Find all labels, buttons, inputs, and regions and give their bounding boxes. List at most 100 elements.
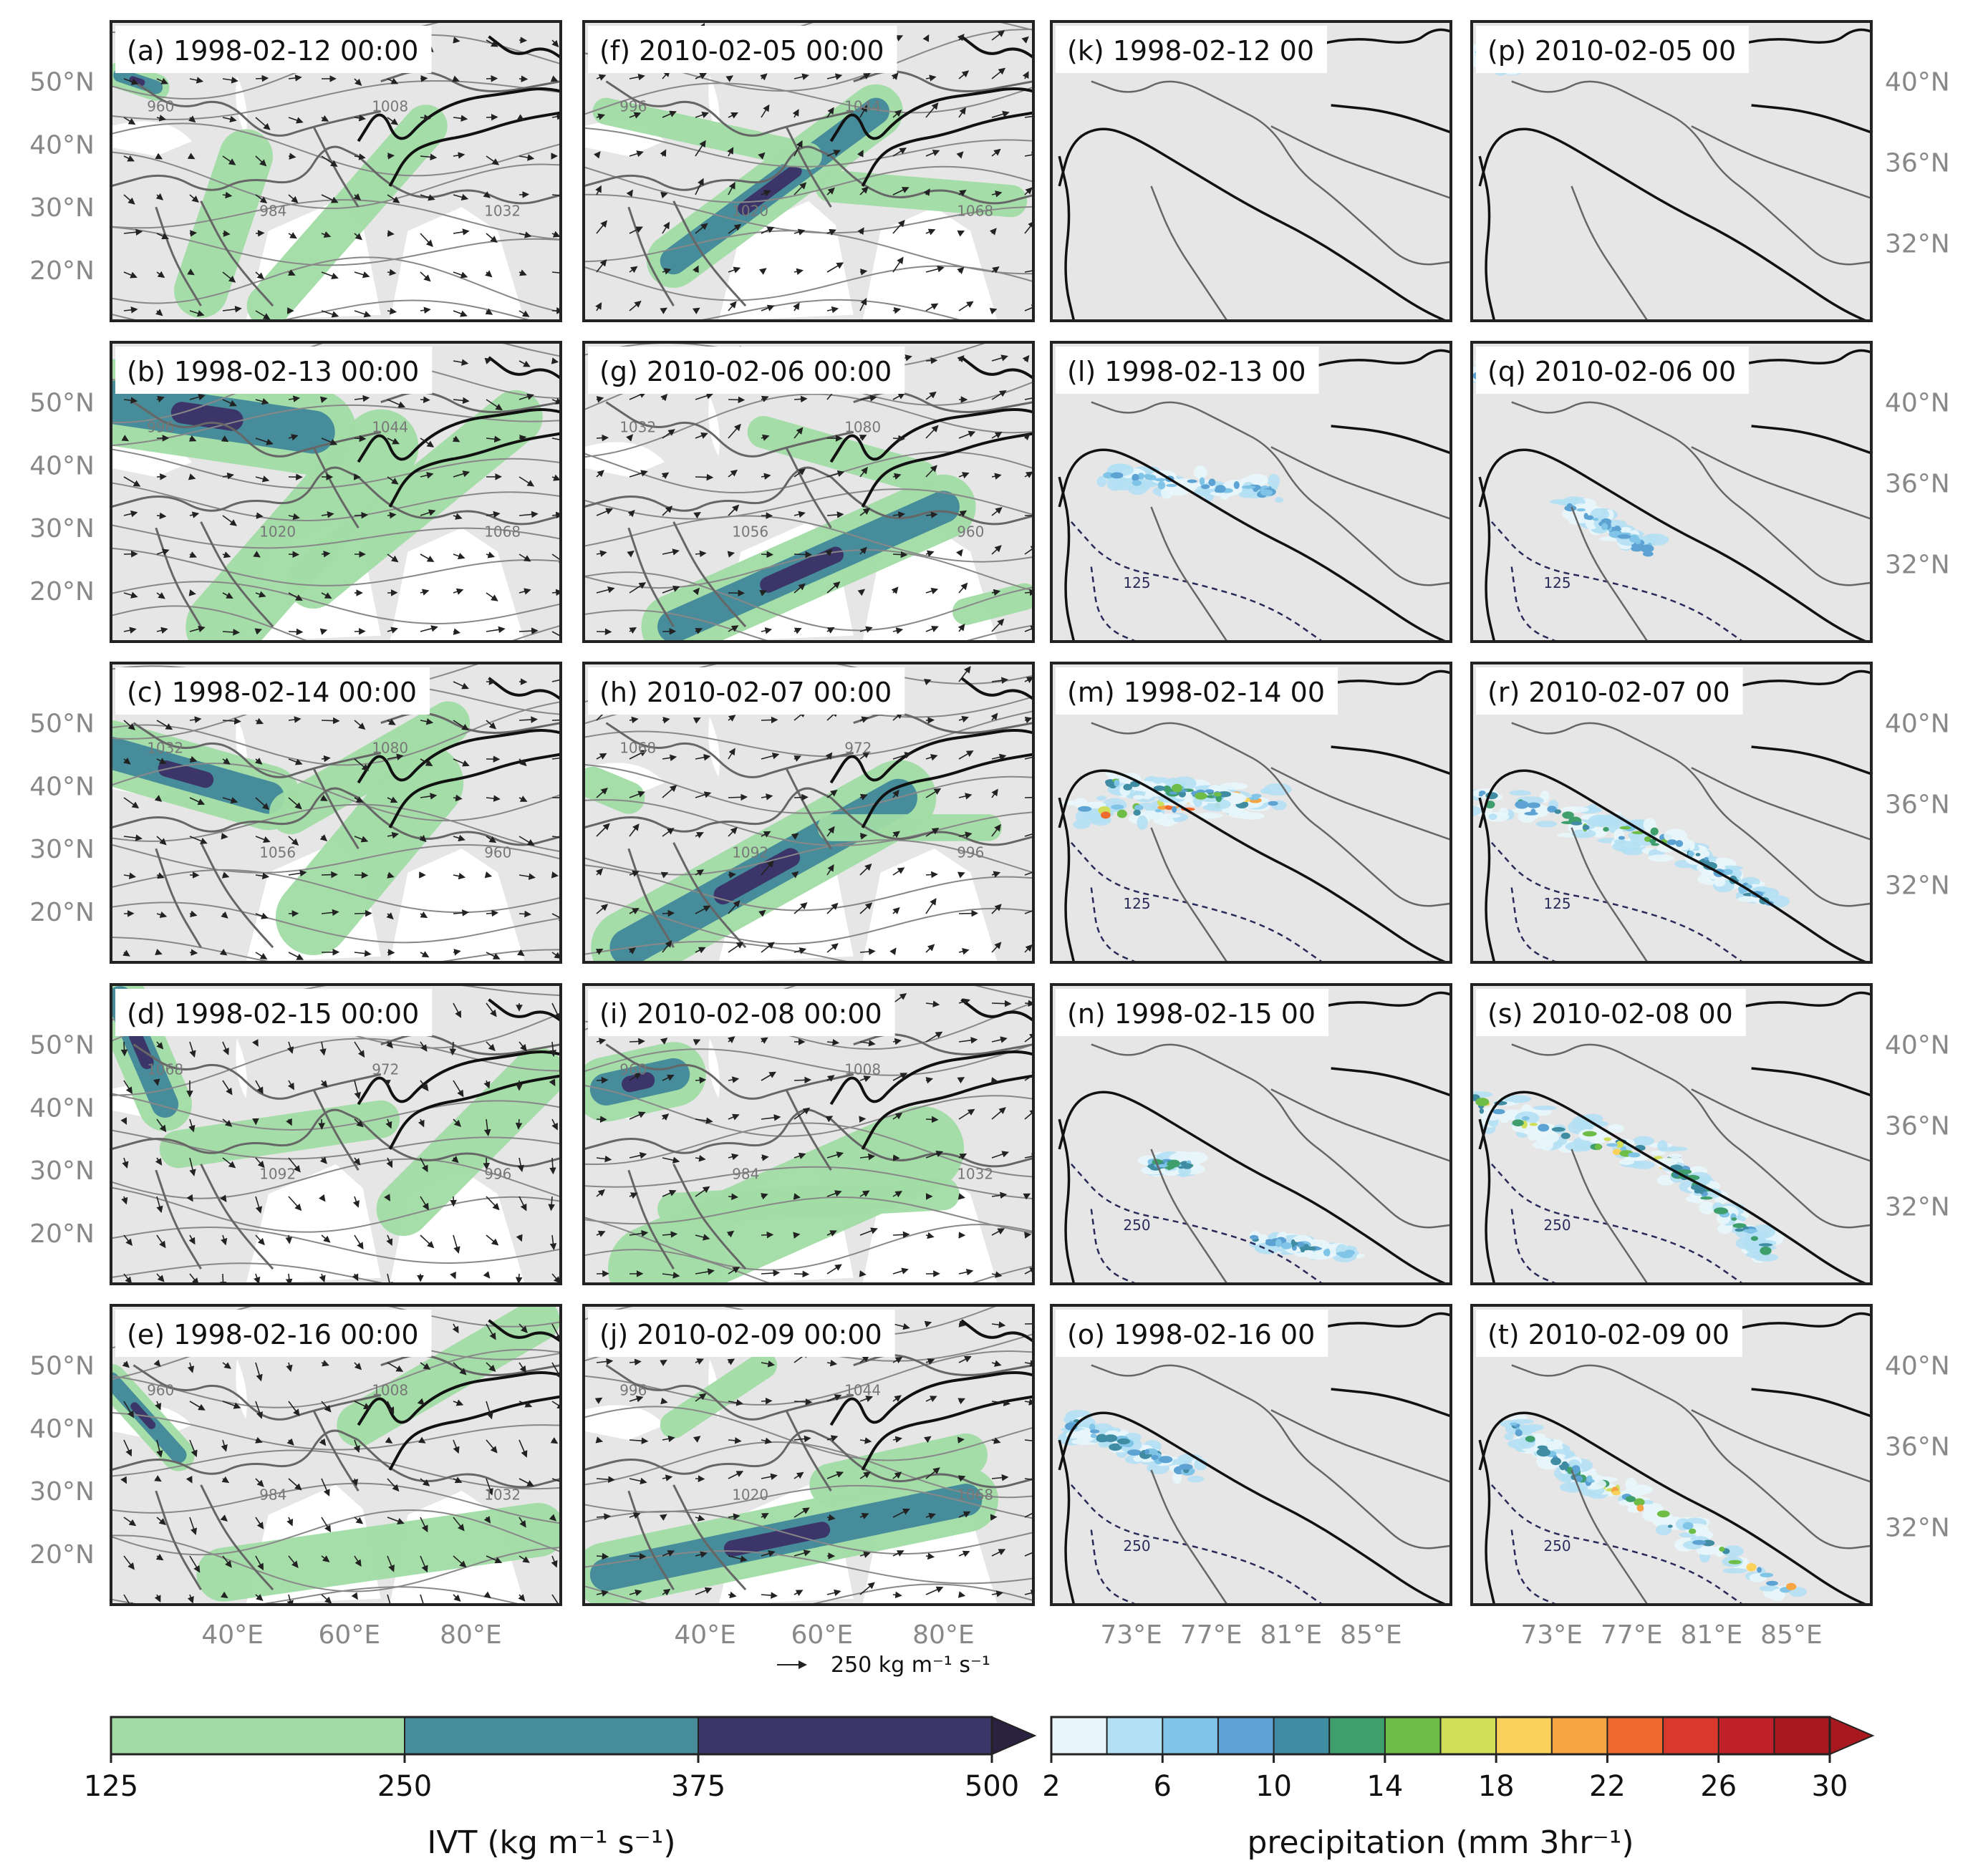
panel-label: (s) 2010-02-08 00 (1476, 989, 1746, 1036)
panel-frame (110, 20, 562, 322)
lat-tick-label: 40°N (29, 772, 95, 801)
lon-tick-label: 77°E (1180, 1620, 1243, 1650)
lat-tick-label: 20°N (29, 256, 95, 286)
lat-tick-label: 32°N (1885, 550, 1950, 579)
panel-label: (b) 1998-02-13 00:00 (115, 347, 433, 394)
map-panel-k: (k) 1998-02-12 00 (1050, 20, 1452, 322)
panel-label: (n) 1998-02-15 00 (1056, 989, 1329, 1036)
map-panel-d: 1068 1092 972 996 (d) 1998-02-15 00:00 (110, 983, 562, 1285)
ocean-caspian (236, 75, 247, 135)
colorbar-tick-label: 26 (1700, 1770, 1737, 1803)
lat-tick-label: 36°N (1885, 1112, 1950, 1141)
colorbar-label: IVT (kg m⁻¹ s⁻¹) (427, 1824, 675, 1861)
panel-label-text: (e) 1998-02-16 00:00 (127, 1319, 419, 1350)
map-panel-f: 996 1020 1044 1068 (f) 2010-02-05 00:00 (582, 20, 1035, 322)
panel-label-text: (a) 1998-02-12 00:00 (127, 35, 418, 67)
ocean-caspian (236, 1359, 247, 1419)
lon-tick-label: 80°E (440, 1620, 502, 1650)
map-panel-r: 125 (r) 2010-02-07 00 (1470, 662, 1873, 964)
isobar-label: 1008 (372, 97, 408, 115)
isobar-label: 1032 (484, 1486, 521, 1504)
lat-tick-label: 40°N (1885, 710, 1950, 739)
ocean-caspian (708, 1038, 720, 1098)
colorbar-tick-label: 500 (965, 1770, 1019, 1803)
lon-tick-label: 85°E (1340, 1620, 1402, 1650)
lat-tick-label: 50°N (29, 68, 95, 97)
panel-frame (582, 983, 1035, 1285)
colorbar-segment (698, 1716, 993, 1755)
isobar-label: 1032 (957, 1166, 993, 1183)
colorbar-segment (1273, 1716, 1331, 1755)
isobar-label: 1092 (732, 844, 768, 861)
panel-label-background (588, 1310, 895, 1357)
isobar-label: 996 (619, 1381, 647, 1398)
precip-contour-label: 250 (1543, 1217, 1571, 1234)
isobar-label: 1056 (732, 523, 768, 541)
colorbar-segment (1662, 1716, 1720, 1755)
panel-label: (k) 1998-02-12 00 (1056, 26, 1327, 73)
colorbar-tick-label: 250 (377, 1770, 432, 1803)
precip-contour-label: 125 (1123, 574, 1150, 591)
panel-label: (c) 1998-02-14 00:00 (115, 667, 430, 715)
lat-tick-label: 20°N (29, 898, 95, 927)
panel-label-background (1056, 989, 1329, 1036)
isobar-label: 960 (147, 97, 174, 115)
isobar-label: 1068 (147, 1060, 183, 1078)
lon-tick-label: 81°E (1260, 1620, 1323, 1650)
lon-tick-label: 40°E (201, 1620, 264, 1650)
precip-contour-label: 125 (1543, 574, 1571, 591)
panel-frame (1470, 983, 1873, 1285)
map-panel-n: 250 (n) 1998-02-15 00 (1050, 983, 1452, 1285)
lon-tick-label: 60°E (791, 1620, 854, 1650)
isobar-label: 984 (732, 1166, 759, 1183)
colorbar-label: precipitation (mm 3hr⁻¹) (1247, 1824, 1634, 1861)
lat-tick-label: 36°N (1885, 790, 1950, 820)
lat-tick-label: 32°N (1885, 871, 1950, 900)
panel-frame (1470, 1304, 1873, 1606)
isobar-label: 1032 (147, 739, 183, 756)
panel-label-text: (k) 1998-02-12 00 (1067, 35, 1314, 67)
lat-tick-label: 30°N (29, 514, 95, 543)
lat-tick-label: 40°N (1885, 1031, 1950, 1060)
isobar-label: 996 (619, 97, 647, 115)
map-panel-a: 960 984 1008 1032 (a) 1998-02-12 00:00 (110, 20, 562, 322)
colorbar-segment (1717, 1716, 1775, 1755)
panel-label: (i) 2010-02-08 00:00 (588, 989, 895, 1036)
colorbar-segment (1328, 1716, 1386, 1755)
map-panel-p: (p) 2010-02-05 00 (1470, 20, 1873, 322)
panel-label: (l) 1998-02-13 00 (1056, 347, 1319, 394)
panel-label-text: (t) 2010-02-09 00 (1487, 1319, 1729, 1350)
colorbar-segment (1550, 1716, 1608, 1755)
panel-frame (1050, 341, 1452, 643)
panel-label-background (1476, 1310, 1742, 1357)
lat-tick-label: 32°N (1885, 1513, 1950, 1542)
panel-frame (1050, 662, 1452, 964)
ocean-mediterranean (584, 442, 665, 478)
lat-tick-label: 36°N (1885, 149, 1950, 178)
lat-tick-label: 30°N (29, 835, 95, 864)
panel-label: (e) 1998-02-16 00:00 (115, 1310, 432, 1357)
axes-layer: 50°N 40°N 30°N 20°N 50°N 40°N 30°N 20°N 50°N 40°N… (29, 68, 1950, 1678)
panel-label: (j) 2010-02-09 00:00 (588, 1310, 895, 1357)
panel-frame (582, 662, 1035, 964)
panel-label: (a) 1998-02-12 00:00 (115, 26, 432, 73)
isobar-label: 1080 (372, 739, 408, 756)
map-panel-i: 960 984 1008 1032 (i) 2010-02-08 00:00 (582, 983, 1035, 1285)
lon-tick-label: 85°E (1760, 1620, 1823, 1650)
colorbar-segment (1162, 1716, 1220, 1755)
lat-tick-label: 40°N (1885, 1352, 1950, 1381)
panel-label-background (115, 347, 433, 394)
panel-label: (o) 1998-02-16 00 (1056, 1310, 1328, 1357)
lat-tick-label: 40°N (1885, 389, 1950, 418)
panel-label: (p) 2010-02-05 00 (1476, 26, 1750, 73)
panel-label: (h) 2010-02-07 00:00 (588, 667, 905, 715)
ocean-caspian (708, 396, 720, 456)
lat-tick-label: 50°N (29, 1031, 95, 1060)
isobar-label: 1092 (259, 1166, 296, 1183)
colorbar-tick-label: 10 (1255, 1770, 1292, 1803)
colorbar-segment (110, 1716, 406, 1755)
ocean-caspian (236, 1038, 247, 1098)
colorbar-tick-label: 125 (84, 1770, 138, 1803)
panel-label-text: (i) 2010-02-08 00:00 (599, 998, 882, 1030)
